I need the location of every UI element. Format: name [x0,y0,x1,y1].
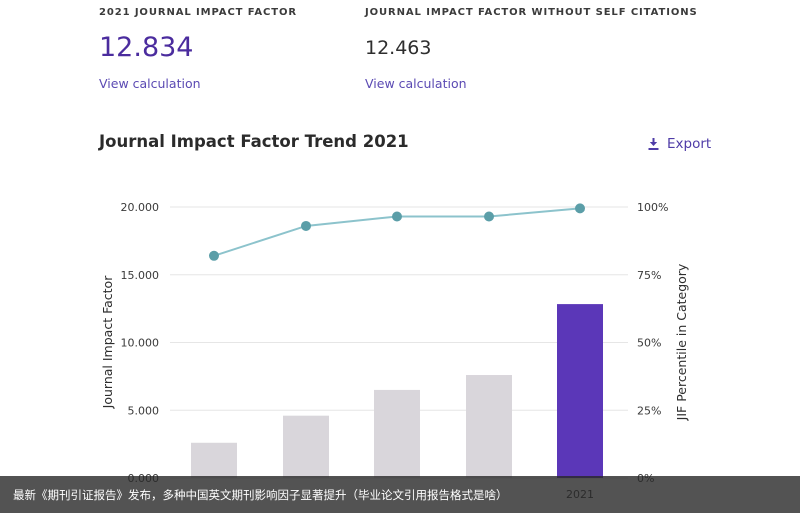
y-tick-label: 15.000 [121,269,160,282]
percentile-point [301,220,311,231]
caption-bar: 最新《期刊引证报告》发布，多种中国英文期刊影响因子显著提升（毕业论文引用报告格式… [0,476,800,513]
y2-tick-label: 100% [637,201,668,214]
percentile-point [392,211,402,222]
y2-tick-label: 75% [637,269,661,282]
bar [466,375,512,478]
jif-label: 2021 JOURNAL IMPACT FACTOR [99,7,297,18]
caption-text: 最新《期刊引证报告》发布，多种中国英文期刊影响因子显著提升（毕业论文引用报告格式… [13,487,508,502]
y2-tick-label: 25% [637,404,661,417]
jif-without-self-citations-label: JOURNAL IMPACT FACTOR WITHOUT SELF CITAT… [365,7,698,18]
download-icon [648,138,659,150]
y-axis-label: Journal Impact Factor [100,275,115,410]
jif-value: 12.834 [99,32,194,63]
export-button[interactable]: Export [648,136,711,152]
y2-tick-label: 50% [637,337,661,350]
jif-view-calculation-link[interactable]: View calculation [99,76,201,91]
bar [374,389,420,478]
percentile-point [209,250,219,261]
percentile-point [575,203,585,214]
y-tick-label: 20.000 [121,201,160,214]
jif-without-self-citations-value: 12.463 [365,37,432,59]
y-tick-label: 5.000 [128,404,160,417]
chart-bars [191,304,603,478]
y2-axis-label: JIF Percentile in Category [674,263,689,421]
export-label: Export [667,136,712,152]
chart-percentile-line [209,203,585,261]
bar [191,442,237,478]
bar [557,304,603,478]
y-tick-label: 10.000 [121,337,160,350]
jif-without-self-citations-view-calculation-link[interactable]: View calculation [365,76,467,91]
percentile-point [484,211,494,222]
chart-section-title: Journal Impact Factor Trend 2021 [99,132,409,151]
bar [283,415,329,478]
